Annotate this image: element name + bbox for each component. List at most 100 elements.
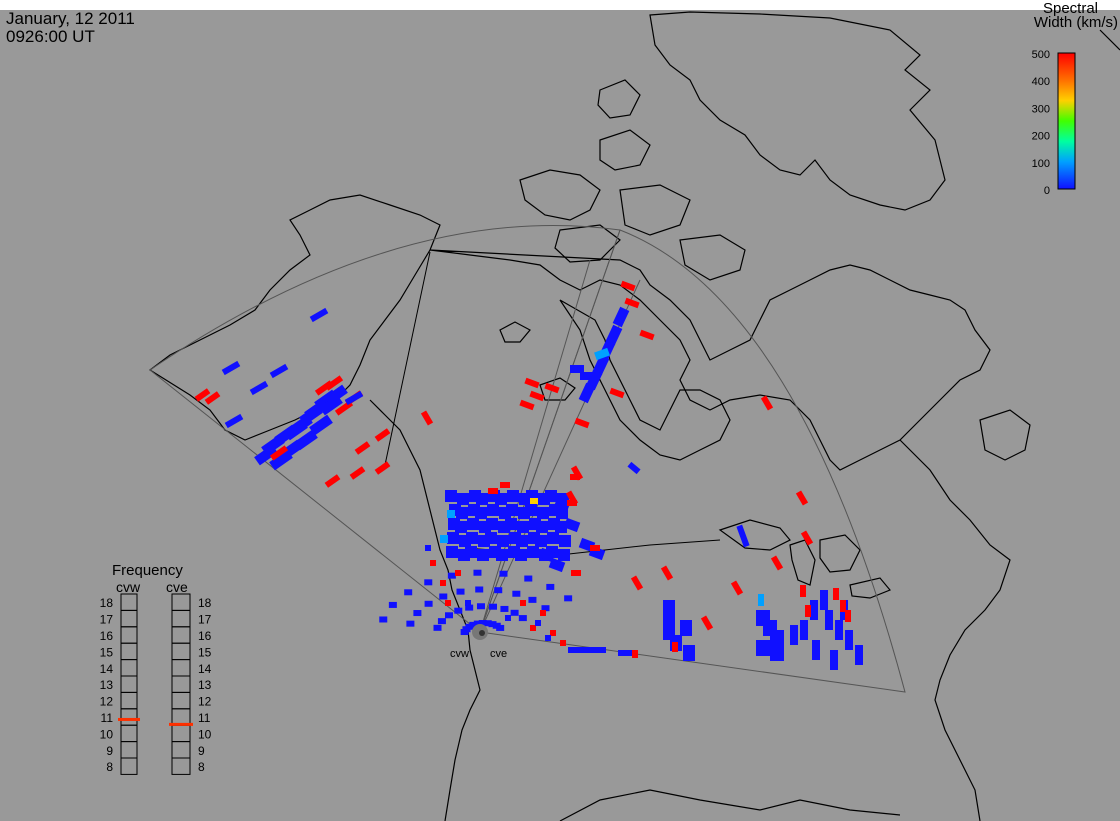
scatter-cell <box>545 635 551 641</box>
frequency-tick-cvw: 11 <box>101 711 114 725</box>
scatter-cell <box>548 557 566 573</box>
scatter-cell <box>487 504 499 516</box>
frequency-tick-cve: 18 <box>198 596 212 610</box>
scatter-cell <box>565 490 579 506</box>
scatter-cell <box>465 604 474 611</box>
radar-site-center <box>479 630 485 636</box>
scatter-cell <box>473 620 482 627</box>
scatter-cell <box>563 517 581 533</box>
scatter-cell <box>624 297 640 309</box>
scatter-cell <box>455 570 461 576</box>
scatter-cell <box>568 647 606 653</box>
scatter-cell <box>467 518 479 530</box>
frequency-cell-cvw <box>120 757 138 775</box>
frequency-title: Frequency <box>112 562 183 579</box>
colorbar-tick-label: 100 <box>1032 158 1050 170</box>
scatter-cell <box>578 382 596 404</box>
scatter-cell <box>544 382 560 394</box>
scatter-cell <box>476 493 488 505</box>
alaska-canada-border <box>384 251 431 466</box>
scatter-cell <box>835 620 843 640</box>
scatter-cell <box>447 510 455 518</box>
scatter-cell <box>457 493 469 505</box>
scatter-cell <box>294 429 318 451</box>
scatter-cell <box>530 625 536 631</box>
scatter-cell <box>495 493 507 505</box>
scatter-cell <box>456 507 468 519</box>
scatter-cell <box>517 521 529 533</box>
frequency-tick-cvw: 18 <box>100 596 114 610</box>
lake-huron <box>819 534 861 573</box>
scatter-cell <box>800 620 808 640</box>
scatter-cell <box>516 535 528 547</box>
scatter-cell <box>496 549 508 561</box>
scatter-cell <box>605 324 623 346</box>
scatter-cell <box>374 428 391 442</box>
scatter-cell <box>477 549 489 561</box>
scatter-cell <box>519 399 535 411</box>
scatter-cell <box>284 419 308 441</box>
frequency-tick-cvw: 9 <box>106 744 113 758</box>
frequency-tick-cve: 12 <box>198 695 212 709</box>
frequency-radar-label-cvw: cvw <box>116 579 141 595</box>
scatter-cell <box>433 624 442 631</box>
scatter-cell <box>354 441 371 455</box>
scatter-cell <box>510 609 519 616</box>
frequency-tick-cvw: 10 <box>100 727 114 741</box>
iceland-edge <box>1099 29 1120 51</box>
scatter-cell <box>478 620 487 627</box>
scatter-cell <box>515 549 527 561</box>
scatter-cell <box>454 607 463 614</box>
scatter-cell <box>446 546 458 558</box>
scatter-cell <box>535 620 541 626</box>
scatter-cell <box>488 621 497 628</box>
scatter-cell <box>379 616 388 623</box>
scatter-cell <box>680 620 692 636</box>
scatter-cell <box>424 600 433 607</box>
scatter-cell <box>500 482 510 488</box>
scatter-cell <box>536 521 548 533</box>
scatter-cell <box>528 596 537 603</box>
scatter-cell <box>374 461 391 475</box>
scatter-cell <box>530 498 538 504</box>
scatter-cell <box>465 546 477 558</box>
scatter-cell <box>524 377 540 389</box>
scatter-cell <box>406 620 415 627</box>
scatter-cell <box>492 622 501 629</box>
scatter-cell <box>570 465 584 481</box>
colorbar <box>1057 52 1076 190</box>
frequency-tick-cve: 16 <box>198 629 212 643</box>
arctic-island-7 <box>499 321 531 343</box>
scatter-cell <box>488 488 498 494</box>
scatter-cell <box>770 630 784 646</box>
scatter-cell <box>497 535 509 547</box>
scatter-cell <box>465 600 471 606</box>
colorbar-title-line1: Spectral <box>1043 0 1098 17</box>
scatter-cell <box>812 640 820 660</box>
scatter-cell <box>221 360 241 376</box>
scatter-cell <box>525 504 537 516</box>
scatter-cell <box>609 387 625 399</box>
scatter-cell <box>309 414 333 436</box>
frequency-tick-cvw: 8 <box>106 760 113 774</box>
scatter-cell <box>825 610 833 630</box>
scatter-cell <box>612 306 630 328</box>
scatter-cell <box>486 518 498 530</box>
frequency-tick-cve: 14 <box>198 662 212 676</box>
scatter-cell <box>730 580 744 596</box>
frequency-tick-cve: 15 <box>198 645 212 659</box>
west-coast <box>369 399 481 821</box>
frequency-tick-cve: 8 <box>198 760 205 774</box>
scatter-cell <box>683 645 695 661</box>
scatter-cell <box>507 490 519 502</box>
scatter-cell <box>570 474 580 480</box>
frequency-tick-cve: 11 <box>198 711 211 725</box>
scatter-cell <box>540 610 546 616</box>
arctic-island-4 <box>554 224 621 263</box>
colorbar-tick-label: 300 <box>1032 103 1050 115</box>
scatter-cell <box>618 650 638 656</box>
cve-fov-outline <box>479 229 906 693</box>
scatter-cell <box>224 413 244 429</box>
frequency-tick-cvw: 17 <box>100 613 114 627</box>
scatter-cell <box>820 590 828 610</box>
